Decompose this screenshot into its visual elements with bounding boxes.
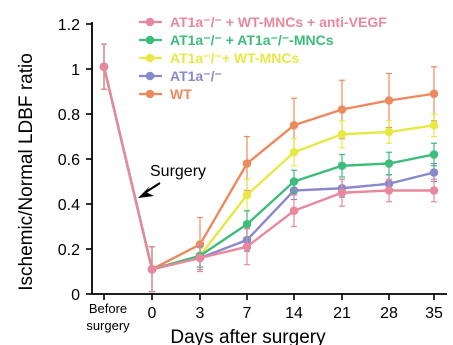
legend-item-4: WT	[139, 86, 192, 102]
legend-label: AT1a⁻/⁻ + AT1a⁻/⁻-MNCs	[170, 32, 334, 48]
legend: AT1a⁻/⁻ + WT-MNCs + anti-VEGF AT1a⁻/⁻ + A…	[139, 14, 387, 102]
series-line	[102, 66, 435, 272]
x-ticks: Before surgery 0 3 7 14 21 28 35	[86, 294, 443, 333]
data-point	[384, 186, 394, 195]
legend-label: AT1a⁻/⁻	[170, 68, 222, 84]
x-tick-label: surgery	[86, 318, 130, 333]
legend-label: WT	[170, 86, 192, 102]
y-tick-label: 0.8	[58, 107, 80, 124]
legend-swatch-marker	[145, 53, 155, 63]
x-tick-label: 35	[425, 305, 443, 322]
data-point	[429, 168, 439, 177]
x-tick-label: 21	[333, 305, 351, 322]
x-tick-label: 28	[380, 305, 398, 322]
data-point	[429, 150, 439, 159]
data-point	[99, 62, 109, 72]
surgery-arrow-head	[138, 186, 154, 198]
legend-item-2: AT1a⁻/⁻+ WT-MNCs	[139, 50, 299, 66]
surgery-annotation-label: Surgery	[150, 163, 206, 180]
series-0	[99, 43, 439, 293]
legend-swatch-marker	[145, 71, 155, 81]
y-ticks: 0 0.2 0.4 0.6 0.8 1 1.2	[58, 17, 92, 304]
legend-label: AT1a⁻/⁻+ WT-MNCs	[170, 50, 299, 66]
data-point	[337, 129, 347, 139]
data-point	[242, 242, 252, 252]
y-tick-label: 0.4	[58, 197, 80, 214]
data-point	[429, 89, 439, 99]
surgery-annotation: Surgery	[138, 163, 206, 198]
data-point	[242, 219, 252, 229]
series-layer	[99, 43, 439, 293]
y-tick-label: 0.6	[58, 152, 80, 169]
data-point	[337, 105, 347, 114]
y-axis-title: Ischemic/Normal LDBF ratio	[16, 53, 37, 291]
data-point	[195, 253, 205, 263]
legend-item-1: AT1a⁻/⁻ + AT1a⁻/⁻-MNCs	[139, 32, 334, 48]
x-tick-label: 0	[148, 305, 157, 322]
y-tick-label: 1	[71, 62, 80, 79]
x-tick-label: 3	[196, 305, 205, 322]
surgery-arrow-shaft	[145, 182, 161, 193]
y-tick-label: 1.2	[58, 17, 80, 34]
y-tick-label: 0	[71, 287, 80, 304]
series-line	[102, 66, 434, 271]
data-point	[147, 264, 157, 274]
data-point	[242, 190, 252, 200]
data-point	[337, 188, 347, 198]
data-point	[429, 186, 439, 195]
x-tick-label: Before	[89, 301, 127, 316]
data-point	[429, 120, 439, 130]
x-tick-label: 7	[243, 305, 252, 322]
legend-swatch-marker	[145, 35, 155, 45]
y-tick-label: 0.2	[58, 242, 80, 259]
legend-item-0: AT1a⁻/⁻ + WT-MNCs + anti-VEGF	[139, 14, 387, 30]
legend-swatch-marker	[145, 17, 155, 27]
data-point	[384, 127, 394, 137]
data-point	[242, 159, 252, 168]
data-point	[337, 161, 347, 171]
data-point	[289, 120, 299, 130]
data-point	[384, 96, 394, 105]
x-axis-title: Days after surgery	[170, 327, 326, 345]
data-point	[289, 147, 299, 157]
legend-swatch-marker	[145, 89, 155, 99]
data-point	[289, 177, 299, 186]
x-tick-label: 14	[285, 305, 303, 322]
data-point	[289, 206, 299, 216]
data-point	[384, 159, 394, 168]
legend-item-3: AT1a⁻/⁻	[139, 68, 222, 84]
legend-label: AT1a⁻/⁻ + WT-MNCs + anti-VEGF	[170, 14, 387, 30]
